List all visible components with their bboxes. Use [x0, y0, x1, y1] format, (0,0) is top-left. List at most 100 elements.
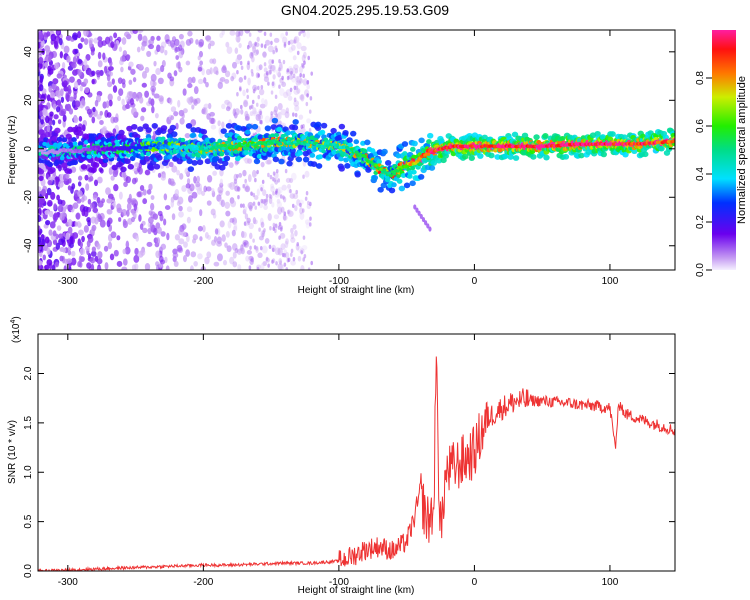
spectrogram-noise-point — [137, 33, 143, 42]
spectrogram-noise-point — [253, 219, 258, 225]
spectrogram-noise-point — [193, 99, 198, 106]
spectrogram-noise-point — [107, 93, 113, 102]
spectrogram-ridge-core — [426, 152, 431, 156]
spectrogram-noise-point — [232, 108, 237, 117]
spectrogram-noise-point — [141, 107, 147, 113]
spectrogram-noise-point — [164, 49, 168, 56]
spectrogram-noise-point — [245, 113, 250, 121]
spectrogram-noise-point — [53, 114, 59, 120]
spectrogram-noise-point — [168, 161, 174, 168]
spectrogram-noise-point — [265, 256, 269, 262]
spectrogram-ridge-point — [251, 123, 259, 130]
spectrogram-noise-point — [255, 102, 259, 107]
spectrogram-ridge-point — [350, 130, 357, 137]
spectrogram-noise-point — [126, 209, 130, 217]
spectrogram-ridge-point — [272, 156, 280, 163]
spectrogram-noise-point — [40, 97, 46, 104]
spectrogram-ridge-point — [261, 154, 268, 161]
spectrogram-noise-point — [299, 202, 302, 208]
spectrogram-noise-point — [67, 84, 71, 92]
spectrogram-ridge-point — [190, 132, 197, 138]
spectrogram-noise-point — [38, 31, 44, 40]
spectrogram-noise-point — [155, 67, 161, 76]
spectrogram-noise-point — [197, 225, 203, 232]
spectrogram-noise-point — [55, 177, 59, 186]
spectrogram-noise-point — [209, 67, 213, 75]
spectrogram-noise-point — [244, 185, 251, 193]
spectrogram-ridge-point — [371, 174, 379, 181]
spectrogram-noise-point — [133, 254, 140, 263]
spectrogram-noise-point — [70, 257, 77, 266]
spectrogram-noise-point — [309, 201, 312, 207]
spectrogram-noise-point — [229, 217, 235, 223]
spectrogram-noise-point — [122, 50, 128, 57]
spectrogram-noise-point — [265, 197, 269, 203]
snr-y-tick-label: 0.5 — [23, 514, 34, 528]
spectrogram-ridge-point — [236, 135, 242, 141]
spectrogram-noise-point — [38, 260, 43, 266]
spectrogram-noise-point — [44, 236, 50, 244]
spectrogram-noise-point — [59, 51, 63, 59]
spectrogram-noise-point — [65, 104, 69, 111]
spectrogram-noise-point — [271, 201, 275, 208]
spectrogram-noise-point — [121, 98, 125, 106]
spectrogram-ridge-point — [264, 125, 272, 132]
spectrogram-noise-point — [190, 251, 197, 258]
spectrogram-noise-point — [262, 51, 267, 59]
spectrogram-noise-point — [302, 78, 308, 86]
spectrogram-noise-point — [299, 212, 305, 220]
spectrogram-noise-point — [59, 255, 64, 262]
spectrogram-noise-point — [46, 187, 52, 196]
spectrogram-noise-point — [51, 119, 56, 126]
spectrogram-noise-point — [57, 204, 64, 213]
spectrogram-noise-point — [279, 260, 282, 265]
spectrogram-ridge-point — [180, 137, 186, 143]
spectrogram-ridge-point — [87, 154, 92, 159]
spectrogram-ridge-point — [190, 127, 197, 133]
spectrogram-noise-point — [147, 227, 152, 235]
spectrogram-noise-point — [277, 102, 283, 111]
spectrogram-noise-point — [236, 92, 239, 97]
spectrogram-noise-point — [53, 40, 58, 49]
spectrogram-noise-point — [83, 78, 89, 85]
spectrogram-ridge-point — [317, 154, 324, 160]
spectrogram-noise-point — [275, 113, 278, 118]
spectrogram-noise-point — [181, 185, 187, 192]
spectrogram-noise-point — [125, 240, 130, 249]
spectrogram-noise-point — [144, 66, 150, 74]
spectrogram-noise-point — [306, 31, 311, 39]
spectrogram-noise-point — [57, 181, 64, 188]
spectrogram-noise-point — [186, 97, 192, 104]
spectrogram-ridge-point — [411, 140, 418, 147]
spectrogram-noise-point — [260, 262, 265, 270]
spectrogram-noise-point — [277, 225, 281, 230]
spectrogram-noise-point — [178, 205, 183, 212]
spectrogram-noise-point — [91, 224, 97, 232]
spectrogram-noise-point — [244, 213, 249, 220]
spectrogram-noise-point — [417, 210, 421, 216]
spectrogram-noise-point — [282, 214, 287, 221]
spectrogram-noise-point — [56, 30, 61, 35]
spectrogram-noise-point — [250, 191, 253, 196]
spectrogram-noise-point — [222, 64, 227, 71]
spectrogram-noise-point — [278, 222, 282, 227]
spectrogram-noise-point — [131, 264, 137, 270]
snr-x-tick-label: -200 — [193, 577, 213, 588]
spectrogram-noise-point — [106, 209, 111, 215]
spectrogram-noise-point — [178, 238, 185, 245]
spectrogram-ridge-point — [497, 148, 503, 153]
spectrogram-noise-point — [80, 37, 85, 43]
spectrogram-noise-point — [85, 183, 90, 191]
spectrogram-noise-point — [248, 222, 254, 230]
spectrogram-noise-point — [195, 39, 199, 45]
spectrogram-ridge-point — [271, 117, 279, 124]
spectrogram-noise-point — [271, 59, 275, 64]
snr-y-tick-label: 0.0 — [23, 564, 34, 578]
spectrogram-noise-point — [83, 225, 89, 233]
spectrogram-ridge-point — [398, 185, 406, 192]
spectrogram-noise-point — [108, 66, 114, 72]
spectrogram-noise-point — [88, 175, 94, 182]
spectrogram-noise-point — [301, 208, 305, 213]
spectrogram-noise-point — [99, 119, 104, 125]
spectrogram-noise-point — [270, 111, 273, 116]
